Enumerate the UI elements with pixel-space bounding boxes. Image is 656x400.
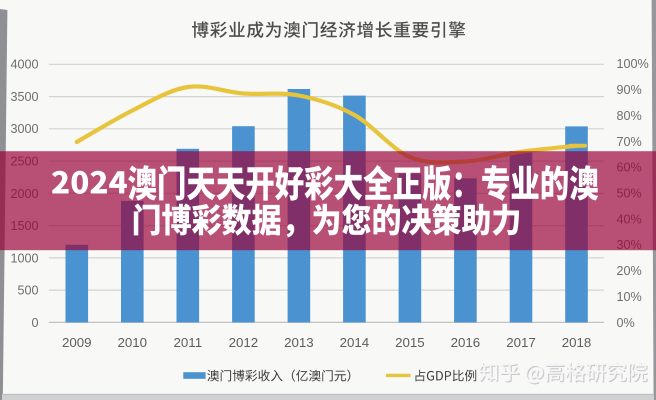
svg-text:2018: 2018 (562, 335, 592, 350)
svg-text:90%: 90% (617, 83, 642, 97)
svg-text:70%: 70% (617, 135, 642, 149)
svg-text:2010: 2010 (118, 335, 148, 350)
svg-text:20%: 20% (617, 264, 642, 278)
svg-text:2017: 2017 (506, 335, 536, 350)
svg-text:2013: 2013 (284, 335, 314, 350)
svg-text:0: 0 (31, 316, 38, 330)
svg-text:2015: 2015 (395, 335, 425, 350)
svg-text:3000: 3000 (10, 122, 38, 136)
svg-text:2016: 2016 (451, 335, 481, 350)
svg-text:500: 500 (17, 284, 38, 298)
svg-text:4000: 4000 (10, 58, 38, 72)
svg-text:2009: 2009 (62, 335, 92, 350)
svg-text:3500: 3500 (10, 90, 38, 104)
svg-text:2014: 2014 (340, 335, 370, 350)
svg-text:1000: 1000 (10, 251, 38, 265)
svg-text:10%: 10% (617, 290, 642, 304)
svg-text:2011: 2011 (174, 335, 203, 350)
svg-text:100%: 100% (617, 57, 649, 71)
svg-text:2012: 2012 (229, 335, 259, 350)
svg-text:80%: 80% (617, 109, 642, 123)
svg-text:0%: 0% (617, 316, 635, 330)
